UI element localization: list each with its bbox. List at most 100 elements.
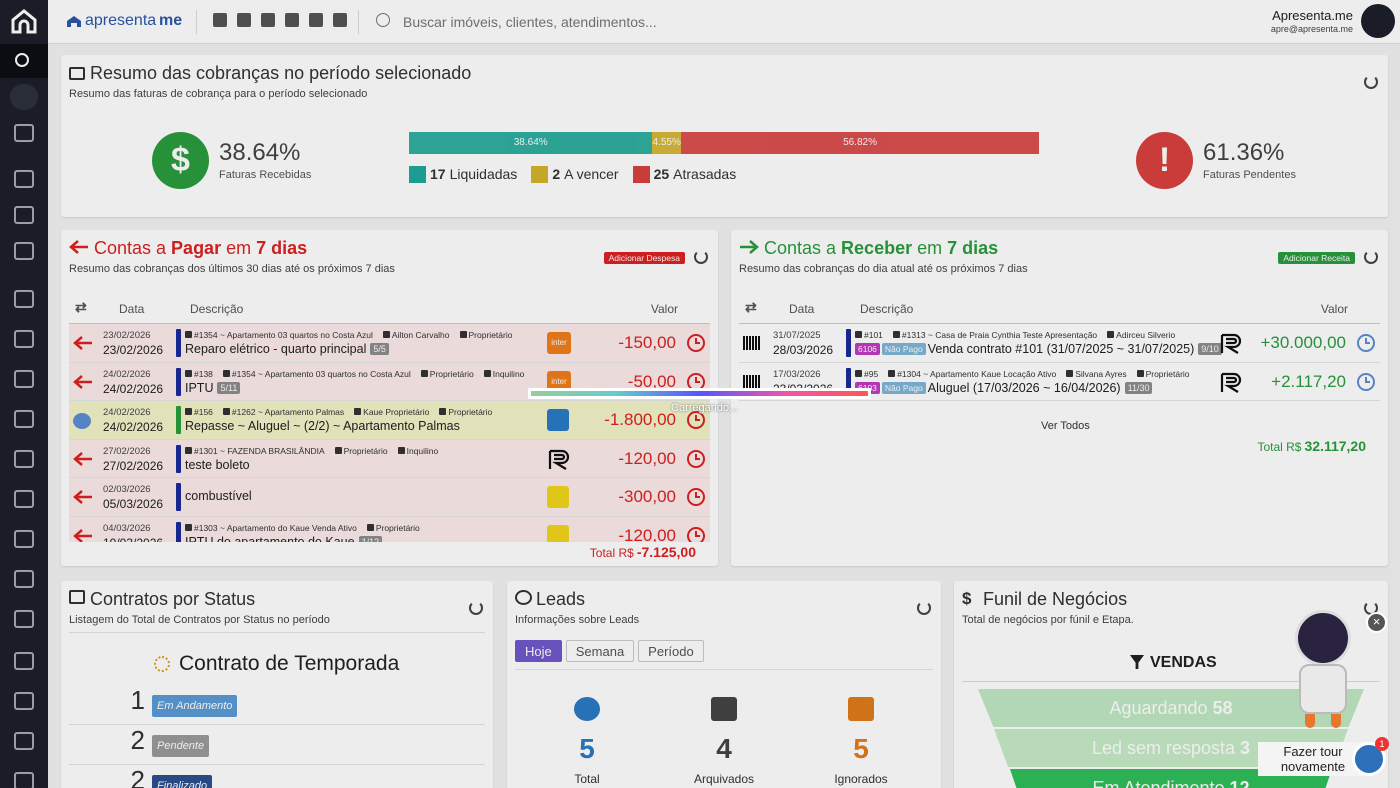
nav-icon[interactable]	[14, 692, 34, 710]
nav-icon[interactable]	[14, 206, 34, 224]
nav-icon[interactable]	[14, 290, 34, 308]
ref: #156	[185, 407, 218, 417]
ref-icon	[1136, 369, 1144, 377]
contracts-subtitle: Listagem do Total de Contratos por Statu…	[69, 614, 330, 626]
summary-subtitle: Resumo das faturas de cobrança para o pe…	[69, 88, 368, 100]
quick-icon[interactable]	[285, 13, 299, 27]
ref-text: #1262 ~ Apartamento Palmas	[231, 407, 345, 417]
description-line: Repasse ~ Aluguel ~ (2/2) ~ Apartamento …	[185, 419, 460, 433]
stat-icon	[848, 697, 874, 721]
ref-icon	[185, 331, 192, 338]
refresh[interactable]	[1364, 250, 1378, 264]
stat-label: Ignorados	[834, 772, 888, 786]
nav-icon[interactable]	[14, 450, 34, 468]
legend-count: 25	[653, 166, 670, 182]
ref-icon	[888, 369, 896, 377]
stage-name: Led sem resposta	[1091, 738, 1236, 758]
title-part: 7 dias	[256, 238, 308, 258]
title-part: Contas a	[94, 238, 167, 258]
row-icon	[73, 451, 93, 471]
date-due: 24/02/2026	[103, 407, 151, 418]
stat-value: 5	[853, 733, 869, 764]
top-bar: apresenta me Buscar imóveis, clientes, a…	[48, 0, 1400, 44]
ref: #138	[185, 369, 218, 379]
lead-tab[interactable]: Período	[638, 640, 704, 662]
ref: #1354 ~ Apartamento 03 quartos no Costa …	[185, 330, 378, 340]
refresh[interactable]	[917, 601, 931, 615]
nav-icon[interactable]	[14, 610, 34, 628]
refresh[interactable]	[694, 250, 708, 264]
nav-icon[interactable]	[14, 530, 34, 548]
legend-count: 17	[430, 166, 446, 182]
quick-icon[interactable]	[261, 13, 275, 27]
ref: #1303 ~ Apartamento do Kaue Venda Ativo	[185, 523, 362, 533]
quick-icon[interactable]	[237, 13, 251, 27]
nav-icon[interactable]	[14, 330, 34, 348]
badge: 5/5	[370, 343, 389, 355]
ref-icon	[483, 369, 491, 377]
search-mini[interactable]	[10, 84, 38, 110]
description-line: Reparo elétrico - quarto principal 5/5	[185, 342, 389, 356]
quick-icon[interactable]	[309, 13, 323, 27]
nav-icon[interactable]	[14, 772, 34, 788]
ref-icon	[185, 446, 192, 454]
tour-close[interactable]: ×	[1366, 612, 1387, 633]
ref-text: #1313 ~ Casa de Praia Cynthia Teste Apre…	[901, 330, 1098, 340]
title-part: 7 dias	[947, 238, 999, 258]
row-icon	[73, 374, 93, 394]
description-line: IPTU 5/11	[185, 381, 241, 395]
contract-row: 1 Em Andamento	[69, 685, 485, 725]
refresh[interactable]	[1364, 75, 1378, 89]
col-swap: ⇄	[745, 299, 757, 315]
quick-icon[interactable]	[333, 13, 347, 27]
nav-icon[interactable]	[14, 570, 34, 588]
ref-icon	[185, 523, 192, 531]
lead-tab[interactable]: Semana	[565, 640, 635, 662]
avatar[interactable]	[1361, 4, 1395, 38]
nav-icon[interactable]	[14, 652, 34, 670]
badge: 1/12	[358, 535, 383, 542]
date-due: 31/07/2025	[773, 330, 821, 341]
tour-button[interactable]: Fazer tour novamente	[1258, 742, 1368, 776]
search-nav[interactable]	[0, 44, 48, 78]
nav-icon[interactable]	[14, 490, 34, 508]
funnel-pipeline: VENDAS	[1150, 654, 1217, 671]
nav-icon[interactable]	[14, 124, 34, 142]
title-part: Pagar	[171, 238, 222, 258]
lead-tab[interactable]: Hoje	[515, 640, 562, 662]
contracts-panel: Contratos por Status Listagem do Total d…	[61, 581, 493, 788]
panel-title: Contas a Receber em 7 dias	[739, 238, 998, 259]
title-arrow	[739, 238, 759, 259]
search-input[interactable]: Buscar imóveis, clientes, atendimentos..…	[403, 14, 657, 30]
see-all[interactable]: Ver Todos	[1041, 420, 1090, 432]
add-button[interactable]: Adicionar Receita	[1278, 252, 1355, 264]
refs: #1301 ~ FAZENDA BRASILÂNDIA Proprietário I…	[185, 446, 448, 456]
bar-segment: 38.64%	[409, 132, 653, 154]
nav-icon[interactable]	[14, 370, 34, 388]
legend-swatch	[409, 165, 426, 183]
quick-icon[interactable]	[213, 13, 227, 27]
leads-panel: Leads Informações sobre Leads Hoje Semana…	[507, 581, 941, 788]
funnel-stage: Em Atendimento 12	[1010, 769, 1332, 788]
status-clock	[1356, 372, 1376, 397]
nav-icon[interactable]	[14, 410, 34, 428]
title-part: Contas a	[764, 238, 837, 258]
status-bar	[176, 521, 181, 542]
nav-icon[interactable]	[14, 732, 34, 750]
status-bar	[846, 329, 851, 357]
ref-text: Proprietário	[429, 368, 474, 379]
refresh[interactable]	[469, 601, 483, 615]
search-icon	[376, 13, 390, 27]
add-button[interactable]: Adicionar Despesa	[603, 252, 685, 264]
contract-row: 2 Finalizado	[69, 765, 485, 788]
nav-icon[interactable]	[14, 242, 34, 260]
row-icon	[73, 528, 93, 542]
nav-icon[interactable]	[14, 170, 34, 188]
stat-value: 5	[579, 733, 595, 764]
value: -300,00	[618, 487, 676, 506]
contracts-group: Contrato de Temporada	[179, 652, 400, 675]
ref-text: Silvana Ayres	[1075, 368, 1127, 379]
legend-item: 17 Liquidadas	[409, 164, 517, 184]
row-icon	[743, 374, 761, 389]
ref-text: Inquilino	[406, 445, 439, 456]
